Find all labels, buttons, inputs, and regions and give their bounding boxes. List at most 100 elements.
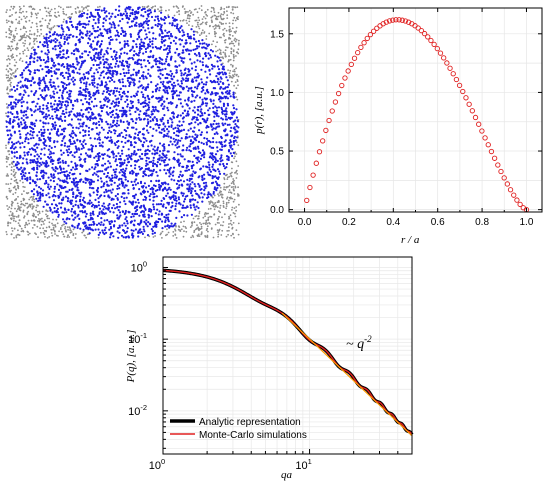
sample-point-inside <box>181 29 184 32</box>
sample-point-outside <box>10 162 13 165</box>
sample-point-inside <box>199 60 202 63</box>
sample-point-inside <box>16 101 20 104</box>
sample-point-outside <box>230 186 233 189</box>
sample-point-inside <box>113 142 116 145</box>
sample-point-inside <box>65 190 68 193</box>
sample-point-inside <box>106 58 109 61</box>
sample-point-inside <box>17 118 20 121</box>
sample-point-inside <box>166 55 169 58</box>
sample-point-inside <box>161 32 164 35</box>
sample-point-outside <box>192 13 195 16</box>
sample-point-inside <box>194 133 197 136</box>
sample-point-inside <box>174 126 177 129</box>
sample-point-inside <box>53 92 56 95</box>
sample-point-inside <box>96 132 99 135</box>
sample-point-inside <box>96 187 100 190</box>
sample-point-inside <box>162 135 165 138</box>
sample-point-outside <box>5 103 8 105</box>
sample-point-inside <box>154 15 157 18</box>
sample-point-outside <box>37 220 39 222</box>
sample-point-inside <box>133 83 136 86</box>
sample-point-inside <box>112 91 115 94</box>
sample-point-inside <box>138 49 141 52</box>
sample-point-outside <box>220 234 223 236</box>
sample-point-inside <box>101 92 104 95</box>
sample-point-inside <box>187 114 190 117</box>
sample-point-inside <box>181 49 185 52</box>
sample-point-outside <box>15 69 17 72</box>
sample-point-outside <box>12 186 15 189</box>
sample-point-inside <box>130 220 133 223</box>
sample-point-inside <box>42 104 45 107</box>
sample-point-inside <box>109 139 112 142</box>
sample-point-inside <box>79 164 82 167</box>
sample-point-inside <box>144 20 147 23</box>
sample-point-inside <box>148 149 151 153</box>
sample-point-inside <box>164 16 167 20</box>
sample-point-inside <box>112 89 115 92</box>
sample-point-outside <box>9 15 12 17</box>
sample-point-inside <box>171 111 174 115</box>
sample-point-inside <box>89 69 92 72</box>
sample-point-inside <box>167 144 171 147</box>
sample-point-inside <box>37 97 40 100</box>
sample-point-outside <box>182 5 184 8</box>
sample-point-inside <box>162 89 165 92</box>
sample-point-inside <box>124 231 127 234</box>
sample-point-outside <box>143 6 146 8</box>
sample-point-inside <box>97 40 100 43</box>
sample-point-inside <box>155 63 158 66</box>
sample-point-inside <box>90 100 93 103</box>
sample-point-inside <box>108 228 111 231</box>
sample-point-inside <box>74 216 77 219</box>
sample-point-inside <box>38 186 41 189</box>
sample-point-outside <box>7 92 10 95</box>
sample-point-inside <box>45 160 48 163</box>
sample-point-inside <box>139 22 142 25</box>
sample-point-inside <box>62 130 66 133</box>
sample-point-outside <box>235 26 238 29</box>
sample-point-inside <box>137 71 140 74</box>
sample-point-inside <box>166 121 170 124</box>
sample-point-inside <box>105 97 108 100</box>
sample-point-outside <box>62 233 65 236</box>
sample-point-inside <box>172 170 175 173</box>
sample-point-inside <box>192 130 195 133</box>
sample-point-inside <box>36 157 39 160</box>
sample-point-inside <box>122 168 125 171</box>
sample-point-outside <box>226 173 228 176</box>
sample-point-inside <box>171 121 174 124</box>
sample-point-inside <box>84 94 87 97</box>
sample-point-inside <box>155 96 158 100</box>
sample-point-inside <box>124 100 127 103</box>
sample-point-inside <box>182 192 185 195</box>
sample-point-outside <box>12 7 15 10</box>
sample-point-outside <box>168 9 170 11</box>
sample-point-inside <box>142 95 145 98</box>
sample-point-inside <box>195 79 198 82</box>
sample-point-outside <box>180 221 182 224</box>
sample-point-inside <box>41 192 44 196</box>
sample-point-inside <box>233 110 236 114</box>
sample-point-inside <box>97 83 100 86</box>
sample-point-outside <box>203 31 206 33</box>
sample-point-inside <box>106 149 109 152</box>
sample-point-inside <box>154 23 157 27</box>
sample-point-inside <box>115 38 118 41</box>
sample-point-inside <box>116 197 119 200</box>
sample-point-inside <box>203 189 206 192</box>
sample-point-inside <box>8 129 11 132</box>
sample-point-inside <box>16 161 19 164</box>
sample-point-inside <box>161 63 164 66</box>
sample-point-outside <box>97 6 99 8</box>
sample-point-outside <box>31 203 33 206</box>
sample-point-outside <box>10 5 13 8</box>
sample-point-inside <box>137 99 140 102</box>
sample-point-inside <box>42 141 45 144</box>
sample-point-outside <box>226 46 229 49</box>
sample-point-inside <box>209 54 212 57</box>
sample-point-inside <box>198 175 201 178</box>
sample-point-inside <box>27 151 30 154</box>
sample-point-inside <box>97 52 100 56</box>
sample-point-outside <box>48 27 51 30</box>
